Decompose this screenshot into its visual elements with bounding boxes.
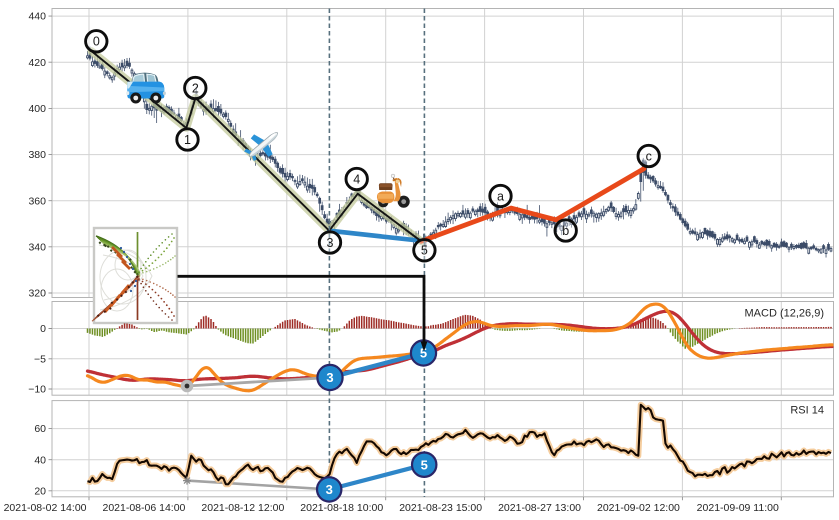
svg-text:420: 420: [28, 57, 46, 69]
svg-text:360: 360: [28, 195, 46, 207]
svg-text:400: 400: [28, 103, 46, 115]
svg-text:3: 3: [327, 236, 334, 250]
svg-text:MACD (12,26,9): MACD (12,26,9): [745, 308, 824, 320]
svg-text:340: 340: [28, 241, 46, 253]
svg-text:2021-08-02 14:00: 2021-08-02 14:00: [4, 502, 87, 514]
svg-text:2: 2: [192, 81, 199, 95]
svg-text:−5: −5: [34, 353, 46, 365]
svg-text:2021-08-23 15:00: 2021-08-23 15:00: [399, 502, 482, 514]
svg-text:2021-09-02 12:00: 2021-09-02 12:00: [597, 502, 680, 514]
svg-text:b: b: [562, 224, 569, 238]
svg-text:2021-09-09 11:00: 2021-09-09 11:00: [697, 502, 779, 514]
svg-text:a: a: [497, 189, 504, 203]
svg-text:40: 40: [34, 454, 46, 466]
svg-text:5: 5: [421, 457, 428, 472]
svg-text:2021-08-18 10:00: 2021-08-18 10:00: [300, 502, 383, 514]
svg-text:20: 20: [34, 485, 46, 497]
svg-text:0: 0: [40, 323, 46, 335]
svg-text:3: 3: [326, 482, 333, 497]
svg-text:2021-08-27 13:00: 2021-08-27 13:00: [498, 502, 581, 514]
svg-text:c: c: [646, 149, 652, 163]
svg-text:−10: −10: [28, 384, 46, 396]
svg-text:380: 380: [28, 149, 46, 161]
svg-text:2021-08-12 12:00: 2021-08-12 12:00: [201, 502, 284, 514]
svg-text:1: 1: [184, 133, 191, 147]
svg-text:5: 5: [421, 244, 428, 258]
svg-text:60: 60: [34, 423, 46, 435]
svg-text:440: 440: [28, 11, 46, 23]
svg-text:3: 3: [326, 370, 333, 385]
svg-text:2021-08-06 14:00: 2021-08-06 14:00: [102, 502, 185, 514]
svg-text:RSI 14: RSI 14: [790, 405, 824, 417]
svg-text:4: 4: [353, 172, 360, 186]
svg-text:0: 0: [93, 35, 100, 49]
svg-text:5: 5: [420, 346, 427, 361]
svg-text:320: 320: [28, 288, 46, 300]
